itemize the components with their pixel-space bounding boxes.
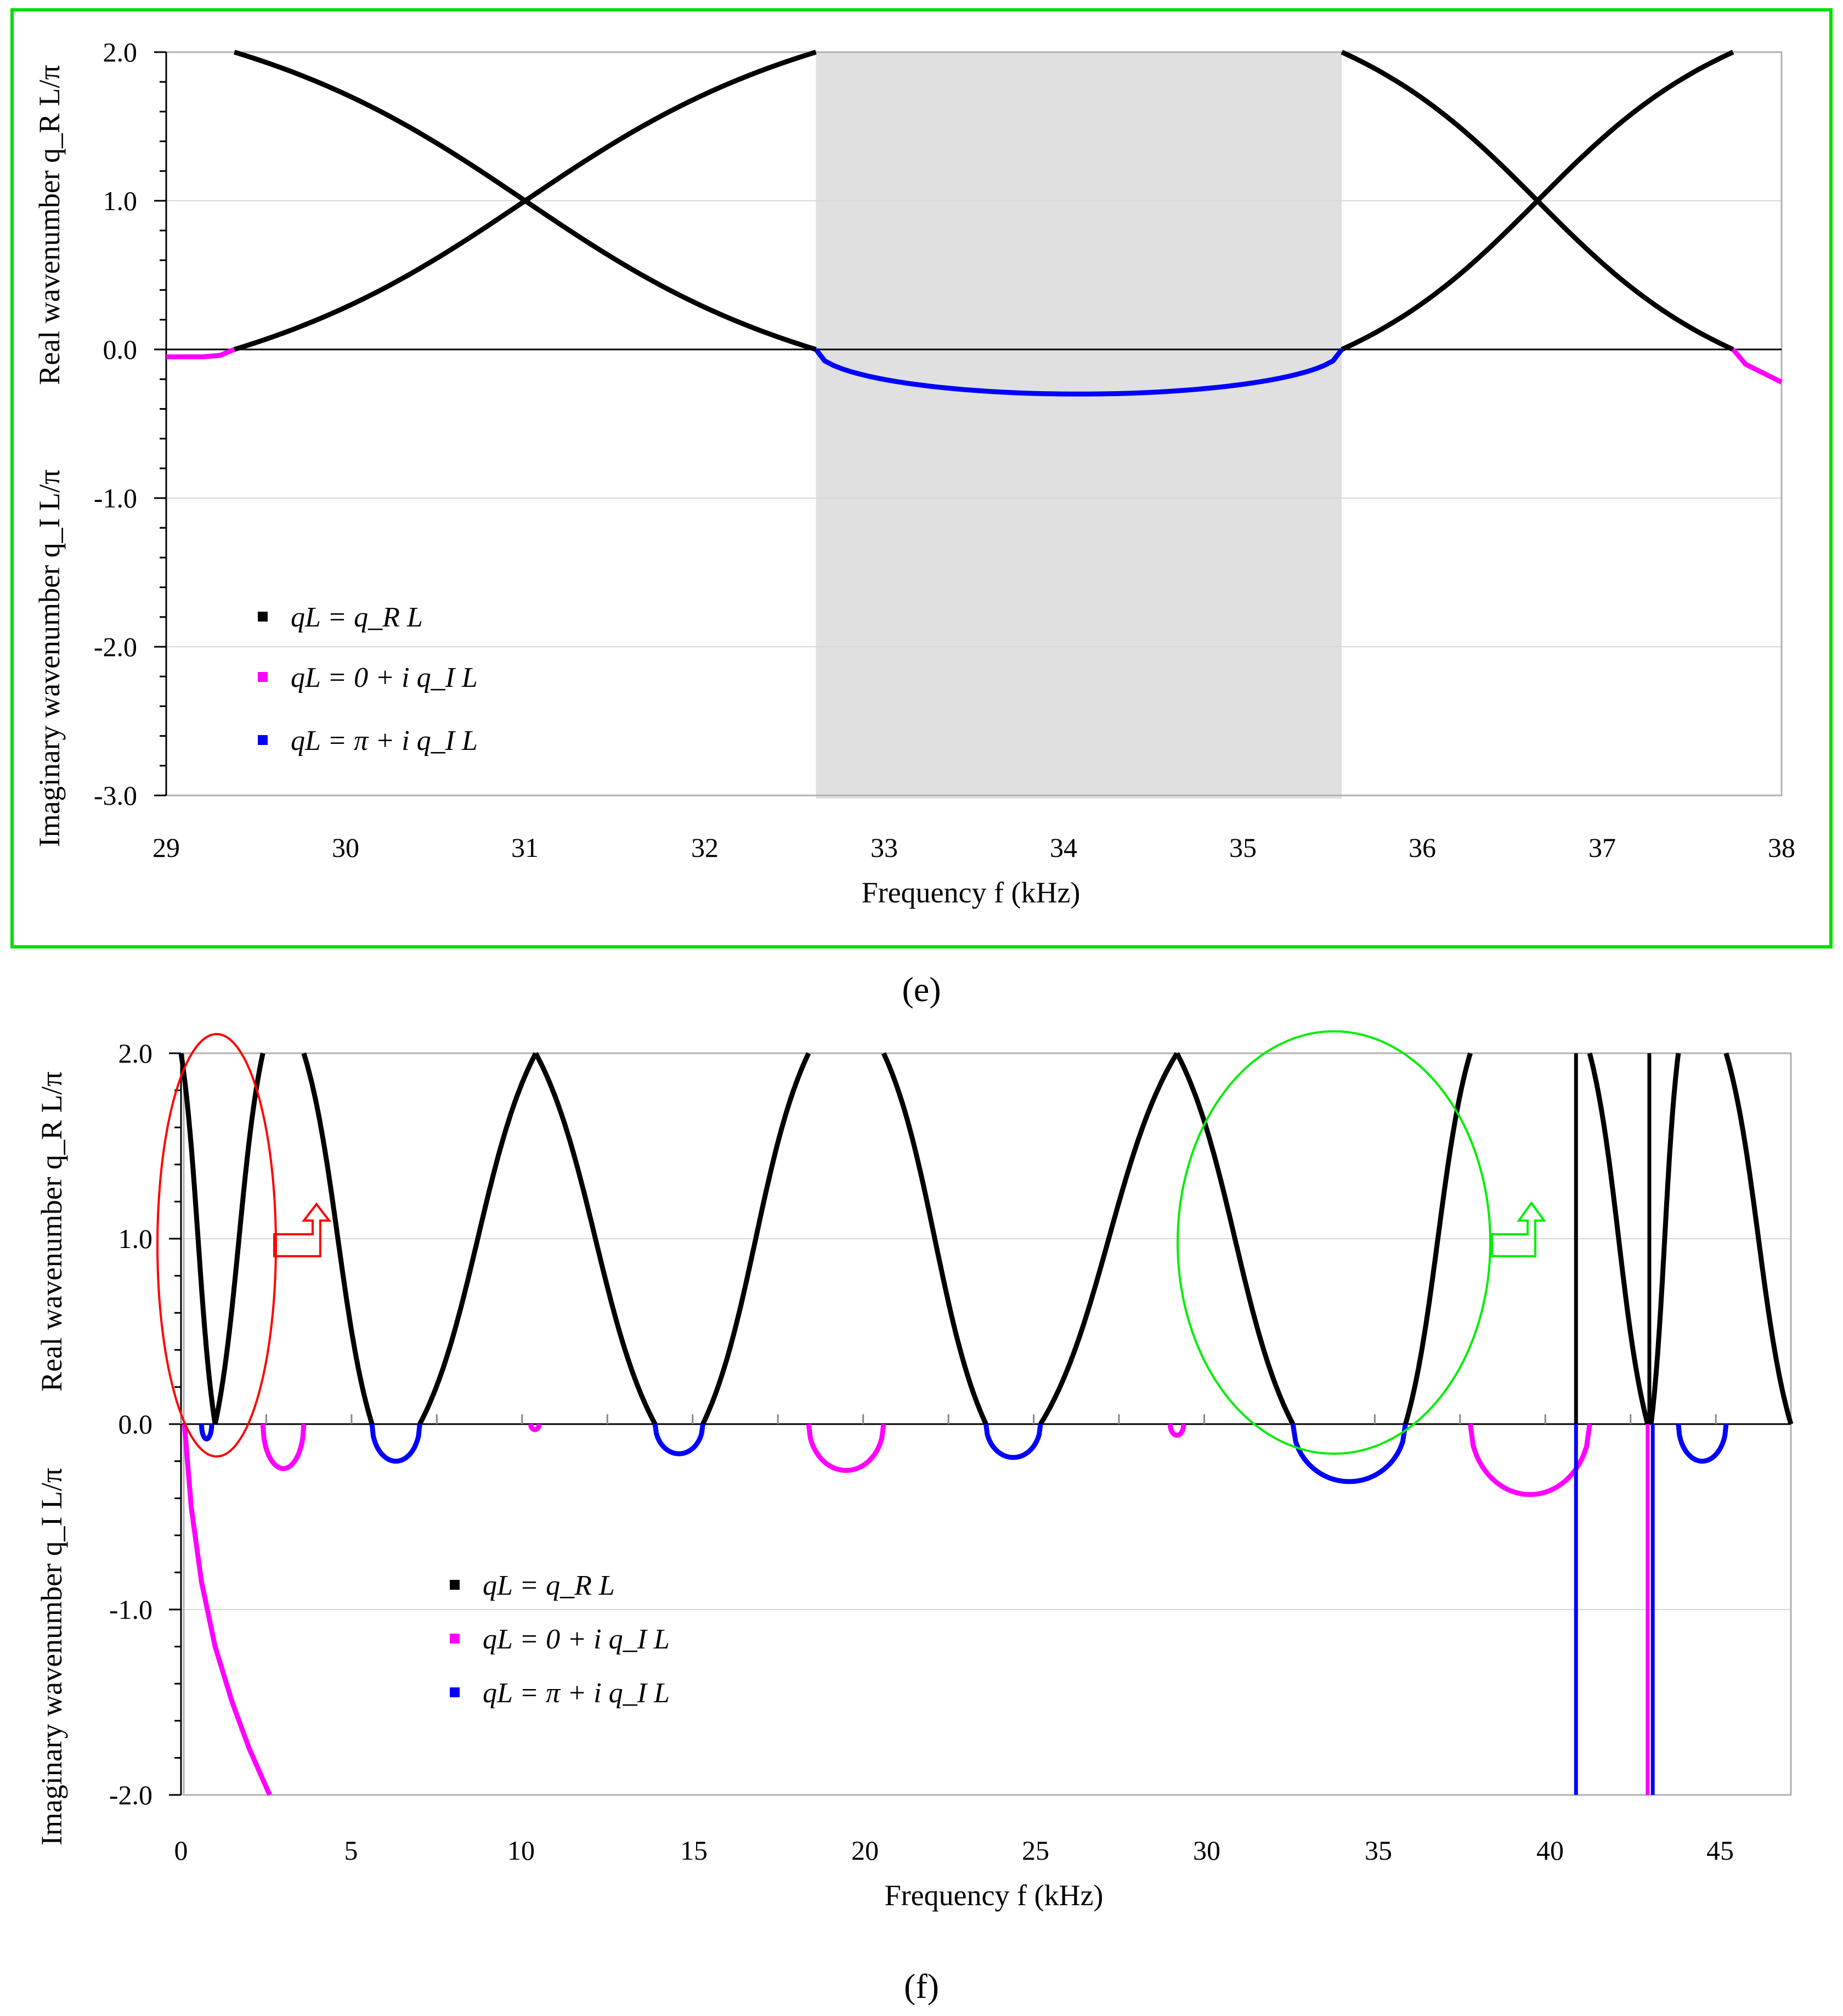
e-imag-zero-curve: [166, 347, 236, 359]
e-xtick-label: 35: [1229, 832, 1257, 863]
e-ytick-label: -1.0: [94, 483, 137, 513]
e-xtick-label: 37: [1588, 832, 1616, 863]
f-real-band-curve: [700, 1052, 811, 1425]
f-xtick-label: 40: [1536, 1835, 1564, 1866]
f-imag-zero-dip: [528, 1424, 542, 1432]
f-xtick-label: 20: [851, 1835, 879, 1866]
f-xtick-label: 45: [1706, 1835, 1734, 1866]
f-ytick-label: -2.0: [109, 1780, 152, 1810]
e-real-branch-upper-left: [233, 49, 817, 352]
f-legend: qL = q_R L qL = 0 + i q_I L qL = π + i q…: [450, 1570, 670, 1709]
f-real-band-curve: [881, 1052, 988, 1425]
f-real-band-curve: [178, 1053, 218, 1425]
f-imag-pi-dip: [1290, 1424, 1408, 1484]
f-xaxis-title: Frequency f (kHz): [885, 1879, 1104, 1912]
e-legend-swatch-real: [258, 612, 268, 622]
f-ytick-label: 0.0: [118, 1409, 153, 1439]
f-imag-zero-curve: [182, 1424, 272, 1796]
panel-e-label: (e): [902, 970, 941, 1009]
f-red-ellipse: [156, 1033, 277, 1458]
f-imag-pi-dip: [1676, 1424, 1729, 1464]
f-legend-label-real: qL = q_R L: [483, 1570, 615, 1601]
e-legend-label-imag-zero: qL = 0 + i q_I L: [291, 662, 478, 693]
panel-f-label: (f): [904, 1967, 939, 2006]
f-real-band-curve: [1174, 1052, 1296, 1426]
f-imag-pi-dip: [199, 1424, 214, 1442]
f-legend-swatch-imag-zero: [450, 1634, 460, 1644]
panel-e-chart: 2.0 1.0 0.0 -1.0 -2.0 -3.0 29 30 31 32 3…: [33, 37, 1795, 909]
e-yaxis-title-real: Real wavenumber q_R L/π: [33, 65, 66, 385]
f-real-band-curve: [1403, 1052, 1473, 1425]
f-xtick-label: 5: [344, 1835, 358, 1866]
e-yaxis-title-imag: Imaginary wavenumber q_I L/π: [33, 470, 66, 848]
f-green-ellipse: [1177, 1030, 1491, 1455]
f-real-band-curve: [1723, 1052, 1794, 1425]
e-legend-swatch-imag-pi: [258, 735, 268, 745]
e-ytick-label: -2.0: [94, 631, 137, 662]
panel-e-bandgap: [816, 52, 1342, 799]
f-imag-pi-dip: [369, 1424, 422, 1464]
e-xtick-label: 29: [152, 832, 180, 863]
e-xaxis-title: Frequency f (kHz): [862, 876, 1081, 909]
e-legend-swatch-imag-zero: [258, 672, 268, 682]
f-imag-zero-dip: [806, 1424, 886, 1473]
e-legend-label-real: qL = q_R L: [291, 602, 423, 633]
f-imag-pi-dip: [983, 1424, 1043, 1460]
e-xtick-label: 32: [691, 832, 719, 863]
f-xtick-label: 30: [1193, 1835, 1220, 1866]
f-legend-swatch-real: [450, 1580, 460, 1590]
f-green-arrow-icon: [1491, 1201, 1546, 1257]
f-yaxis-title-imag: Imaginary wavenumber q_I L/π: [35, 1468, 68, 1846]
e-ytick-label: 0.0: [103, 334, 138, 365]
e-xtick-label: 34: [1050, 832, 1077, 863]
e-legend: qL = q_R L qL = 0 + i q_I L qL = π + i q…: [258, 602, 478, 756]
f-yaxis-title-real: Real wavenumber q_R L/π: [35, 1071, 68, 1392]
f-legend-label-imag-zero: qL = 0 + i q_I L: [483, 1624, 670, 1655]
f-legend-swatch-imag-pi: [450, 1687, 460, 1697]
e-xtick-label: 30: [332, 832, 359, 863]
f-real-band-curve: [1587, 1052, 1650, 1425]
f-xtick-label: 15: [680, 1835, 708, 1866]
f-imag-pi-dip: [652, 1424, 705, 1456]
f-imag-zero-dip: [1468, 1424, 1592, 1497]
f-legend-label-imag-pi: qL = π + i q_I L: [483, 1678, 670, 1709]
f-real-band-curve: [301, 1052, 375, 1425]
f-ytick-label: 1.0: [118, 1223, 153, 1254]
f-imag-zero-dip: [1167, 1424, 1186, 1438]
e-ytick-label: 2.0: [103, 37, 138, 67]
f-imag-zero-dip: [260, 1424, 307, 1471]
f-xtick-label: 25: [1022, 1835, 1049, 1866]
e-imag-zero-curve: [1731, 348, 1783, 385]
e-real-branch-lower-right: [1341, 49, 1734, 352]
f-real-band-curve: [1648, 1053, 1681, 1425]
f-real-band-curve: [417, 1052, 538, 1426]
f-ytick-label: -1.0: [109, 1594, 152, 1625]
e-legend-label-imag-pi: qL = π + i q_I L: [291, 725, 478, 756]
e-imag-pi-curve: [813, 348, 1344, 397]
f-real-band-curve: [212, 1053, 265, 1425]
f-xtick-label: 35: [1365, 1835, 1392, 1866]
e-ytick-label: -3.0: [94, 780, 137, 811]
e-ytick-label: 1.0: [103, 185, 138, 216]
f-xtick-label: 10: [507, 1835, 535, 1866]
e-xtick-label: 36: [1409, 832, 1436, 863]
e-xtick-label: 33: [870, 832, 898, 863]
e-xtick-label: 31: [511, 832, 539, 863]
f-red-arrow-icon: [273, 1202, 332, 1257]
f-real-band-curve: [1038, 1052, 1179, 1426]
e-xtick-label: 38: [1768, 832, 1795, 863]
panel-e-frame: [10, 8, 1833, 948]
f-ytick-label: 2.0: [118, 1038, 153, 1069]
f-real-band-curve: [533, 1052, 658, 1426]
f-xtick-label: 0: [174, 1835, 188, 1866]
panel-f-chart: 2.0 1.0 0.0 -1.0 -2.0 0 5 10 15 20 25 30…: [35, 1030, 1794, 1912]
